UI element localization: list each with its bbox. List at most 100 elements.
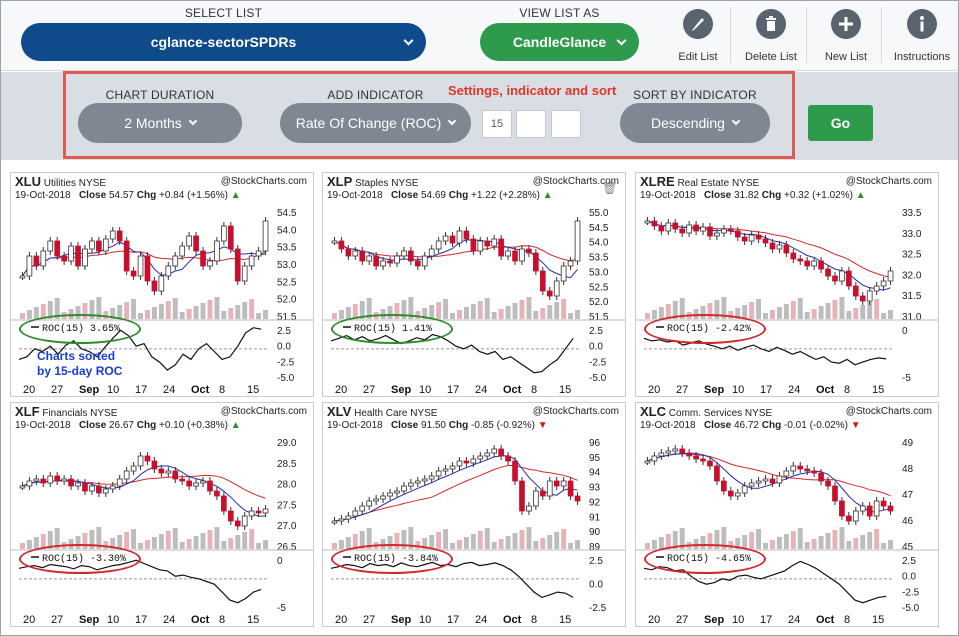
price-tick-label: 53.0	[277, 260, 297, 271]
view-as-dropdown[interactable]: CandleGlance	[480, 23, 639, 61]
volume-bar	[82, 303, 88, 319]
instructions-button[interactable]: Instructions	[889, 7, 955, 67]
x-tick-label: 10	[419, 614, 431, 626]
x-tick-label: 24	[475, 384, 487, 396]
chart-name: Health Care	[354, 408, 408, 419]
chg-label: Chg	[448, 190, 469, 201]
indicator-param-2[interactable]	[516, 110, 546, 138]
trash-icon[interactable]: 🗑	[602, 181, 618, 195]
candle-up	[116, 478, 123, 487]
candle-up	[449, 465, 456, 470]
chart-panel-xlre[interactable]: XLRE Real Estate NYSE @StockCharts.com 19-…	[635, 172, 939, 397]
volume-bar	[26, 540, 32, 549]
price-tick-label: 53.5	[589, 253, 609, 264]
x-tick-label: 27	[676, 384, 688, 396]
x-tick-label: 15	[559, 384, 571, 396]
candle-down	[470, 238, 477, 252]
edit-list-button[interactable]: Edit List	[665, 7, 731, 67]
roc-line	[18, 327, 262, 371]
toolbar-divider	[806, 7, 807, 63]
candle-down	[519, 480, 525, 512]
candle-up	[401, 250, 407, 257]
chg-label: Chg	[136, 190, 157, 201]
volume-bar	[131, 299, 137, 319]
x-tick-label: 8	[844, 614, 850, 626]
volume-bar	[256, 313, 262, 319]
volume-bar	[512, 303, 518, 319]
stockcharts-brand: @StockCharts.com	[845, 176, 932, 187]
volume-bar	[214, 527, 220, 549]
volume-bar	[443, 529, 449, 549]
candle-up	[859, 505, 866, 512]
new-list-button[interactable]: New List	[813, 7, 879, 67]
go-button[interactable]: Go	[808, 105, 873, 141]
candle-up	[89, 485, 95, 492]
chart-panel-xlf[interactable]: XLF Financials NYSE @StockCharts.com 19-Oc…	[10, 402, 314, 627]
candle-down	[484, 240, 491, 247]
volume-bar	[359, 531, 365, 549]
candle-up	[200, 480, 206, 484]
candle-up	[414, 480, 421, 484]
price-tick-label: 54.0	[277, 225, 297, 236]
chart-panel-xlu[interactable]: XLU Utilities NYSE @StockCharts.com 19-Oct…	[10, 172, 314, 397]
candle-up	[40, 250, 47, 267]
settings-annotation: Settings, indicator and sort	[448, 83, 617, 98]
indicator-param-3[interactable]	[551, 110, 581, 138]
close-label: Close	[390, 190, 419, 201]
candle-up	[172, 255, 179, 267]
sort-dropdown[interactable]: Descending	[620, 103, 770, 143]
candle-up	[221, 225, 227, 242]
candle-down	[96, 485, 102, 494]
volume-bar	[700, 536, 706, 549]
close-label: Close	[703, 190, 732, 201]
volume-bar	[359, 301, 365, 319]
x-tick-label: 10	[419, 384, 431, 396]
chart-panel-xlv[interactable]: XLV Health Care NYSE @StockCharts.com 19-O…	[322, 402, 626, 627]
sort-note: Charts sorted by 15-day ROC	[37, 349, 122, 379]
select-list-dropdown[interactable]: cglance-sectorSPDRs	[21, 23, 426, 61]
candle-up	[560, 265, 567, 282]
volume-bar	[408, 297, 414, 319]
stockcharts-brand: @StockCharts.com	[845, 406, 932, 417]
x-tick-label: 8	[844, 384, 850, 396]
volume-bar	[881, 543, 887, 549]
candle-up	[19, 275, 26, 279]
chart-name: Staples	[355, 178, 389, 189]
duration-dropdown[interactable]: 2 Months	[78, 103, 242, 143]
candle-down	[693, 224, 699, 232]
x-tick-label: 24	[788, 384, 800, 396]
candle-down	[880, 500, 887, 507]
volume-bar	[477, 301, 483, 319]
candle-up	[241, 265, 248, 282]
chart-symbol: XLU	[15, 174, 41, 189]
volume-bar	[124, 302, 130, 319]
volume-bar	[874, 299, 880, 319]
triangle-down-icon: ▼	[537, 420, 548, 431]
chart-date: 19-Oct-2018	[327, 190, 383, 201]
delete-list-button[interactable]: Delete List	[738, 7, 804, 67]
indicator-param-1[interactable]: 15	[482, 110, 512, 138]
chart-exchange: NYSE	[391, 178, 419, 189]
duration-value: 2 Months	[124, 115, 182, 131]
candle-up	[366, 255, 373, 262]
candle-up	[852, 510, 859, 522]
roc-tick-label: 0.0	[277, 342, 291, 353]
candle-down	[714, 465, 720, 482]
x-tick-label: 17	[760, 384, 772, 396]
chevron-down-icon	[616, 35, 627, 46]
candle-up	[714, 232, 720, 237]
x-tick-label: Sep	[79, 614, 99, 626]
price-tick-label: 48	[902, 464, 914, 475]
chart-panel-xlc[interactable]: XLC Comm. Services NYSE @StockCharts.com 1…	[635, 402, 939, 627]
chart-panel-xlp[interactable]: XLP Staples NYSE @StockCharts.com 19-Oct-2…	[322, 172, 626, 397]
volume-bar	[145, 310, 150, 319]
volume-bar	[714, 530, 720, 549]
candle-up	[665, 222, 672, 232]
candle-up	[179, 245, 186, 257]
x-tick-label: 20	[335, 614, 347, 626]
volume-bar	[33, 537, 39, 549]
candle-down	[96, 240, 102, 252]
indicator-dropdown[interactable]: Rate Of Change (ROC)	[280, 103, 471, 143]
x-tick-label: 17	[447, 614, 459, 626]
candle-down	[672, 222, 679, 230]
